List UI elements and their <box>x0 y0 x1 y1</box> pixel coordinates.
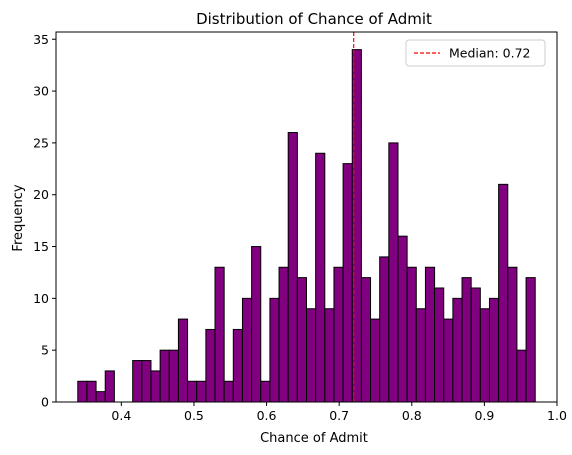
x-axis: 0.4 0.5 0.6 0.7 0.8 0.9 1.0 <box>111 402 567 423</box>
histogram-bar <box>77 380 88 403</box>
y-axis: 0 5 10 15 20 25 30 35 <box>33 32 56 410</box>
histogram-bar <box>488 297 500 403</box>
histogram-bar <box>479 308 490 403</box>
histogram-bar <box>370 318 381 403</box>
histogram-bar <box>86 380 97 403</box>
histogram-bar <box>159 349 170 403</box>
histogram-bar <box>95 391 106 403</box>
histogram-bar <box>315 152 326 403</box>
histogram-bar <box>278 266 289 403</box>
histogram-bar <box>434 287 445 403</box>
y-tick-label: 5 <box>41 343 49 358</box>
histogram-bar <box>287 132 298 403</box>
histogram-bar <box>223 380 234 403</box>
y-tick-label: 0 <box>41 395 49 410</box>
x-tick-label: 0.5 <box>184 408 204 423</box>
histogram-bar <box>360 277 372 403</box>
x-tick-label: 0.7 <box>329 408 349 423</box>
y-axis-title: Frequency <box>11 184 26 251</box>
histogram-bar <box>324 308 335 403</box>
y-tick-label: 30 <box>33 84 49 99</box>
histogram-bar <box>260 380 271 403</box>
histogram-bar <box>333 266 344 403</box>
histogram-bar <box>306 308 317 403</box>
histogram-bar <box>443 318 454 403</box>
histogram-bar <box>104 370 115 403</box>
x-tick-label: 0.6 <box>257 408 277 423</box>
y-tick-label: 15 <box>33 239 49 254</box>
histogram-bar <box>525 277 536 403</box>
histogram-bar <box>205 328 216 403</box>
axes-frame <box>55 31 558 403</box>
histogram-bar <box>251 246 262 403</box>
histogram-bar <box>461 277 472 403</box>
histogram-bar <box>177 318 189 403</box>
y-tick-label: 25 <box>33 135 49 150</box>
x-tick-label: 1.0 <box>547 408 567 423</box>
histogram-bar <box>141 360 152 403</box>
legend-median-label: Median: 0.72 <box>449 46 530 61</box>
histogram-bar <box>214 266 225 403</box>
histogram-bar <box>516 349 527 403</box>
histogram-bar <box>150 370 161 403</box>
histogram-bar <box>342 163 353 403</box>
x-tick-label: 0.4 <box>111 408 131 423</box>
x-tick-label: 0.9 <box>474 408 494 423</box>
x-tick-label: 0.8 <box>402 408 422 423</box>
histogram-bar <box>415 308 426 403</box>
histogram-bar <box>187 380 198 403</box>
x-axis-title: Chance of Admit <box>260 431 368 446</box>
histogram-bar <box>452 297 463 403</box>
histogram-bar <box>196 380 207 403</box>
legend: Median: 0.72 <box>405 39 546 67</box>
y-tick-label: 20 <box>33 187 49 202</box>
histogram-bar <box>397 235 408 403</box>
histogram-bar <box>470 287 481 403</box>
histogram-bar <box>132 360 143 403</box>
histogram-bar <box>388 142 399 403</box>
histogram-bar <box>507 266 518 403</box>
histogram-bar <box>406 266 417 403</box>
histogram-bar <box>424 266 436 403</box>
legend-box <box>405 39 546 67</box>
histogram-bar <box>241 297 253 403</box>
histogram-bar <box>269 297 280 403</box>
y-tick-label: 35 <box>33 32 49 47</box>
y-tick-label: 10 <box>33 291 49 306</box>
bars-group <box>77 49 536 403</box>
histogram-bar <box>296 277 308 403</box>
histogram-bar <box>232 328 243 403</box>
histogram-bar <box>498 183 509 403</box>
histogram-bar <box>168 349 179 403</box>
chart-title: Distribution of Chance of Admit <box>196 10 432 28</box>
histogram-bar <box>379 256 390 403</box>
